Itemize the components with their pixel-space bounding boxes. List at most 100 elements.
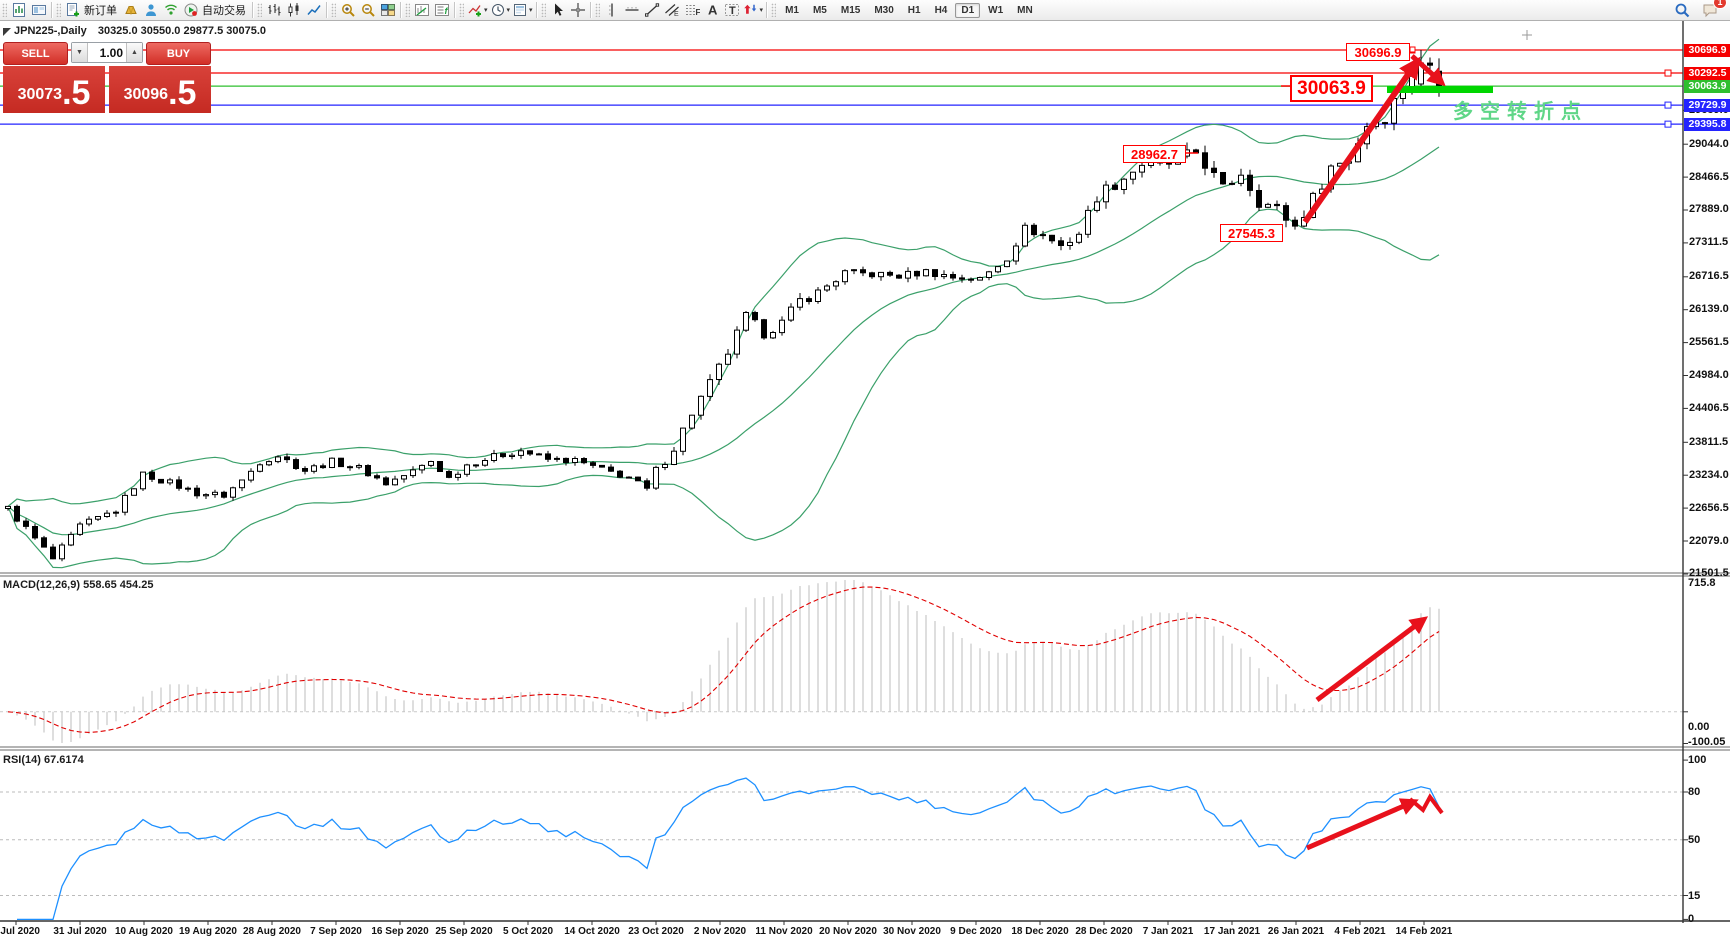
- timeframe-button-m1[interactable]: M1: [785, 4, 799, 16]
- periods-icon[interactable]: ▾: [489, 1, 512, 19]
- search-icon[interactable]: [1672, 1, 1692, 19]
- trend-up-arrow: [1302, 56, 1421, 224]
- metaquotes-icon[interactable]: [121, 1, 141, 19]
- new-order-label[interactable]: 新订单: [84, 5, 117, 17]
- toolbar-grip[interactable]: [459, 3, 464, 17]
- macd-axis-min: -100.05: [1688, 736, 1726, 748]
- indicator-list-icon[interactable]: f: [432, 1, 452, 19]
- dropdown-arrow-icon[interactable]: ▾: [484, 7, 488, 14]
- sell-button[interactable]: SELL: [3, 42, 68, 65]
- autotrading-icon[interactable]: [181, 1, 201, 19]
- toolbar-grip[interactable]: [594, 3, 600, 17]
- price-line-label: 30696.9: [1684, 44, 1730, 57]
- macd-axis-zero: 0.00: [1688, 721, 1710, 733]
- price-tick-label: 23811.5: [1689, 436, 1729, 448]
- timeframe-button-m15[interactable]: M15: [840, 4, 861, 16]
- candlestick-icon[interactable]: [284, 1, 304, 19]
- cursor-icon[interactable]: [548, 1, 568, 19]
- toolbar-grip[interactable]: [2, 3, 7, 17]
- signals-icon[interactable]: [161, 1, 181, 19]
- templates-icon[interactable]: ▾: [511, 1, 534, 19]
- toolbar-grip[interactable]: [56, 3, 61, 17]
- toolbar-separator: [252, 2, 253, 18]
- toolbar-grip[interactable]: [331, 3, 336, 17]
- annotation-price-box[interactable]: 30063.9: [1290, 75, 1373, 102]
- toolbar-grip[interactable]: [405, 3, 410, 17]
- macd-signal-line: [7, 586, 1440, 733]
- panel-collapse-arrow[interactable]: [3, 28, 11, 36]
- chart-symbol-period: JPN225-,Daily: [14, 25, 87, 37]
- zoom-out-icon[interactable]: [358, 1, 378, 19]
- annotation-price-box[interactable]: 28962.7: [1123, 145, 1186, 163]
- ask-price-int: 30096: [123, 86, 169, 103]
- price-tick-label: 26139.0: [1689, 303, 1729, 315]
- trend-annotation-text[interactable]: 多空转折点: [1453, 101, 1588, 123]
- buy-button[interactable]: BUY: [146, 42, 211, 65]
- add-indicator-icon[interactable]: ▾: [466, 1, 489, 19]
- annotation-price-box[interactable]: 30696.9: [1346, 43, 1410, 61]
- dropdown-arrow-icon[interactable]: ▾: [759, 7, 764, 14]
- annotation-price-box[interactable]: 27545.3: [1220, 224, 1283, 242]
- bollinger-middle: [7, 146, 1440, 536]
- autotrading-label[interactable]: 自动交易: [202, 5, 246, 17]
- volume-increase-button[interactable]: ▲: [126, 43, 142, 62]
- text-icon[interactable]: A: [702, 1, 722, 19]
- pullback-arrow: [1410, 54, 1446, 87]
- timeframe-button-mn[interactable]: MN: [1017, 4, 1033, 16]
- date-label: 10 Aug 2020: [115, 926, 173, 937]
- price-tick-label: 27889.0: [1689, 203, 1729, 215]
- timeframe-button-m5[interactable]: M5: [812, 4, 827, 16]
- text-label-icon[interactable]: T: [722, 1, 742, 19]
- data-window-icon[interactable]: [412, 1, 432, 19]
- profiles-icon[interactable]: [29, 1, 49, 19]
- bar-chart-icon[interactable]: [264, 1, 284, 19]
- timeframe-button-m30[interactable]: M30: [874, 4, 894, 16]
- arrows-icon[interactable]: ▾: [742, 1, 765, 19]
- toolbar-separator: [51, 2, 52, 18]
- dropdown-arrow-icon[interactable]: ▾: [529, 7, 533, 14]
- chart-shift-marker: [1522, 30, 1532, 40]
- svg-text:F: F: [695, 8, 700, 17]
- community-icon[interactable]: [141, 1, 161, 19]
- svg-text:E: E: [674, 11, 679, 18]
- hline-handle: [1664, 101, 1672, 109]
- timeframe-button-h1[interactable]: H1: [907, 4, 921, 16]
- timeframe-button-w1[interactable]: W1: [988, 4, 1004, 16]
- dropdown-arrow-icon[interactable]: ▾: [506, 7, 511, 14]
- price-tick-label: 24984.0: [1689, 369, 1729, 381]
- bid-price-tile[interactable]: 30073 .5: [3, 66, 105, 113]
- new-chart-icon[interactable]: [9, 1, 29, 19]
- svg-text:T: T: [729, 5, 736, 17]
- line-chart-icon[interactable]: [304, 1, 324, 19]
- ask-price-tile[interactable]: 30096 .5: [109, 66, 211, 113]
- fibonacci-icon[interactable]: F: [682, 1, 702, 19]
- crosshair-icon[interactable]: [568, 1, 588, 19]
- toolbar-grip[interactable]: [540, 3, 546, 17]
- vertical-line-icon[interactable]: [602, 1, 622, 19]
- date-label: 28 Dec 2020: [1075, 926, 1133, 937]
- toolbar-grip[interactable]: [257, 3, 262, 17]
- new-order-icon[interactable]: [63, 1, 83, 19]
- channel-icon[interactable]: E: [662, 1, 682, 19]
- rsi-label: RSI(14) 67.6174: [3, 754, 84, 766]
- volume-decrease-button[interactable]: ▼: [72, 43, 88, 62]
- price-tick-label: 23234.0: [1689, 469, 1729, 481]
- date-label: 16 Sep 2020: [371, 926, 429, 937]
- date-label: 28 Aug 2020: [243, 926, 301, 937]
- hline-handle: [1664, 69, 1672, 77]
- toolbar-grip[interactable]: [771, 3, 777, 17]
- volume-value[interactable]: 1.00: [99, 45, 123, 60]
- timeframe-button-d1[interactable]: D1: [955, 2, 981, 18]
- tile-windows-icon[interactable]: [378, 1, 398, 19]
- horizontal-line-icon[interactable]: [622, 1, 642, 19]
- chat-icon[interactable]: 1: [1700, 0, 1727, 19]
- timeframe-button-h4[interactable]: H4: [934, 4, 948, 16]
- trendline-icon[interactable]: [642, 1, 662, 19]
- date-label: 19 Aug 2020: [179, 926, 237, 937]
- rsi-axis-label: 15: [1688, 890, 1701, 902]
- rsi-axis-label: 50: [1688, 834, 1701, 846]
- main-toolbar: 新订单 自动交易 f ▾ ▾ ▾ E F A T ▾ M1 M5 M15 M30 H1 H4 D1 W1 MN 1: [0, 0, 1730, 21]
- rsi-axis-label: 80: [1688, 786, 1701, 798]
- zoom-in-icon[interactable]: [338, 1, 358, 19]
